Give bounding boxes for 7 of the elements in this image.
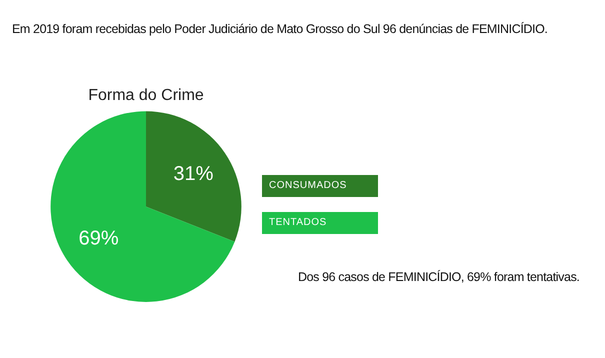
text: Dos 96 casos de FEMINICÍDIO, 69% foram tentativas. [298, 270, 580, 284]
data-label: 69% [78, 227, 119, 250]
data-label: 31% [173, 162, 214, 185]
chart-subtitle: Em 2019 foram recebidas pelo Poder Judiciário de Mato Grosso do Sul 96 denúncias de FEMINICÍDIO. [12, 22, 548, 36]
chart-title: Forma do Crime [88, 87, 204, 104]
legend-label: CONSUMADOS [269, 179, 347, 193]
legend-label: TENTADOS [269, 216, 327, 230]
